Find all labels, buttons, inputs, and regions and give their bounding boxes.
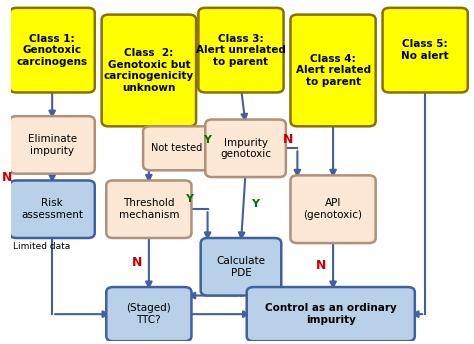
Text: Class  2:
Genotoxic but
carcinogenicity
unknown: Class 2: Genotoxic but carcinogenicity u…	[104, 48, 194, 93]
Text: Limited data: Limited data	[13, 242, 70, 251]
Text: Calculate
PDE: Calculate PDE	[217, 256, 265, 278]
Text: (Staged)
TTC?: (Staged) TTC?	[127, 303, 171, 325]
FancyBboxPatch shape	[205, 120, 286, 177]
Text: Class 3:
Alert unrelated
to parent: Class 3: Alert unrelated to parent	[196, 34, 286, 67]
Text: Class 4:
Alert related
to parent: Class 4: Alert related to parent	[295, 54, 371, 87]
Text: Impurity
genotoxic: Impurity genotoxic	[220, 138, 271, 159]
FancyBboxPatch shape	[9, 116, 95, 174]
Text: Control as an ordinary
impurity: Control as an ordinary impurity	[265, 303, 397, 325]
FancyBboxPatch shape	[201, 238, 281, 295]
Text: Y: Y	[251, 199, 259, 209]
FancyBboxPatch shape	[291, 15, 376, 126]
Text: Threshold
mechanism: Threshold mechanism	[118, 198, 179, 220]
Text: Y: Y	[204, 135, 211, 145]
FancyBboxPatch shape	[9, 181, 95, 238]
Text: Risk
assessment: Risk assessment	[21, 198, 83, 220]
FancyBboxPatch shape	[106, 181, 191, 238]
FancyBboxPatch shape	[101, 15, 196, 126]
Text: Class 1:
Genotoxic
carcinogens: Class 1: Genotoxic carcinogens	[17, 34, 88, 67]
FancyBboxPatch shape	[106, 287, 191, 341]
FancyBboxPatch shape	[199, 8, 283, 93]
FancyBboxPatch shape	[9, 8, 95, 93]
FancyBboxPatch shape	[247, 287, 415, 341]
FancyBboxPatch shape	[383, 8, 468, 93]
Text: N: N	[132, 256, 143, 269]
Text: N: N	[283, 133, 293, 146]
Text: N: N	[2, 171, 12, 184]
Text: Y: Y	[185, 194, 193, 204]
Text: N: N	[316, 259, 327, 271]
Text: Not tested: Not tested	[151, 143, 202, 153]
Text: API
(genotoxic): API (genotoxic)	[303, 198, 363, 220]
FancyBboxPatch shape	[291, 175, 376, 243]
Text: Class 5:
No alert: Class 5: No alert	[401, 39, 449, 61]
Text: Eliminate
impurity: Eliminate impurity	[27, 134, 77, 156]
FancyBboxPatch shape	[143, 126, 210, 170]
